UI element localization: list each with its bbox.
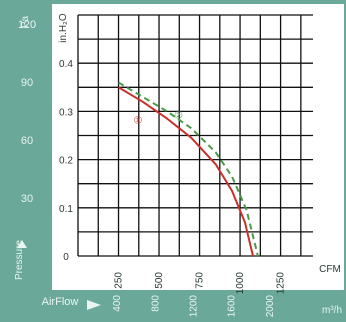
pressure-arrow-icon [17, 240, 27, 248]
series-2-label: ② [174, 111, 183, 122]
series-1-label: ① [133, 115, 142, 126]
m3h-tick-label: 1200 [188, 295, 199, 318]
inh2o-tick-label: 0.2 [59, 156, 73, 167]
m3h-unit-label: m³/h [322, 305, 342, 316]
airflow-axis-label: AirFlow [42, 296, 79, 308]
cfm-tick-label: 750 [195, 272, 206, 289]
cfm-unit-label: CFM [319, 264, 341, 275]
series-1-curve [117, 86, 254, 257]
pa-tick-label: 30 [21, 193, 33, 205]
cfm-tick-label: 250 [114, 272, 125, 289]
m3h-tick-label: 400 [112, 295, 123, 312]
pa-unit-label: Pa [20, 15, 31, 28]
grid-lines [77, 14, 313, 257]
series-2-curve [117, 81, 259, 257]
inh2o-tick-label: 0 [63, 252, 69, 263]
pa-tick-label: 120 [18, 19, 36, 31]
inh2o-tick-label: 0.4 [59, 59, 73, 70]
m3h-tick-label: 800 [150, 295, 161, 312]
pressure-axis-label: Pressure [14, 240, 25, 280]
m3h-tick-label: 1600 [227, 295, 238, 318]
pa-tick-label: 60 [21, 135, 33, 147]
inh2o-unit-label: in.H₂O [58, 13, 69, 43]
inh2o-tick-label: 0.3 [59, 107, 73, 118]
airflow-arrow-icon [87, 300, 101, 310]
cfm-tick-label: 1250 [276, 272, 287, 295]
inh2o-tick-label: 0.1 [59, 204, 73, 215]
pa-tick-label: 90 [21, 77, 33, 89]
cfm-tick-label: 500 [154, 272, 165, 289]
cfm-tick-label: 1000 [235, 272, 246, 295]
plot-area-background [52, 4, 344, 290]
m3h-tick-label: 2000 [265, 295, 276, 318]
